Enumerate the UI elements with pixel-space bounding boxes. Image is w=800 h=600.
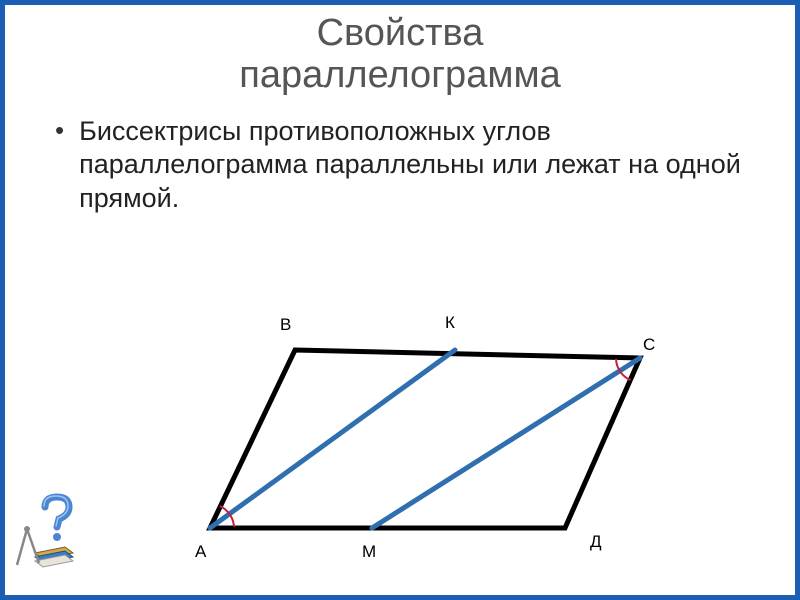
angle-arc-c1 — [620, 372, 630, 380]
vertex-label-b: В — [280, 315, 291, 335]
vertex-label-c: С — [643, 335, 655, 355]
diagram-svg — [165, 310, 725, 570]
vertex-label-d: Д — [590, 532, 602, 552]
help-icon-svg — [13, 491, 85, 571]
vertex-label-k: К — [445, 313, 455, 333]
slide-frame: Свойства параллелограмма • Биссектрисы п… — [0, 0, 800, 600]
vertex-label-a: А — [195, 542, 206, 562]
parallelogram-diagram: В К С А М Д — [165, 310, 725, 570]
content-area: • Биссектрисы противоположных углов пара… — [5, 97, 795, 216]
angle-arc-c2 — [616, 359, 620, 372]
parallelogram-outline — [210, 350, 640, 528]
slide-title: Свойства параллелограмма — [5, 5, 795, 97]
title-line-1: Свойства — [317, 12, 484, 54]
title-line-2: параллелограмма — [239, 54, 560, 96]
help-icon — [13, 491, 85, 571]
vertex-label-m: М — [362, 542, 376, 562]
angle-arc-a2 — [230, 514, 234, 527]
bullet-marker: • — [55, 115, 64, 146]
bullet-item: • Биссектрисы противоположных углов пара… — [55, 115, 745, 216]
bullet-text: Биссектрисы противоположных углов паралл… — [79, 115, 745, 216]
